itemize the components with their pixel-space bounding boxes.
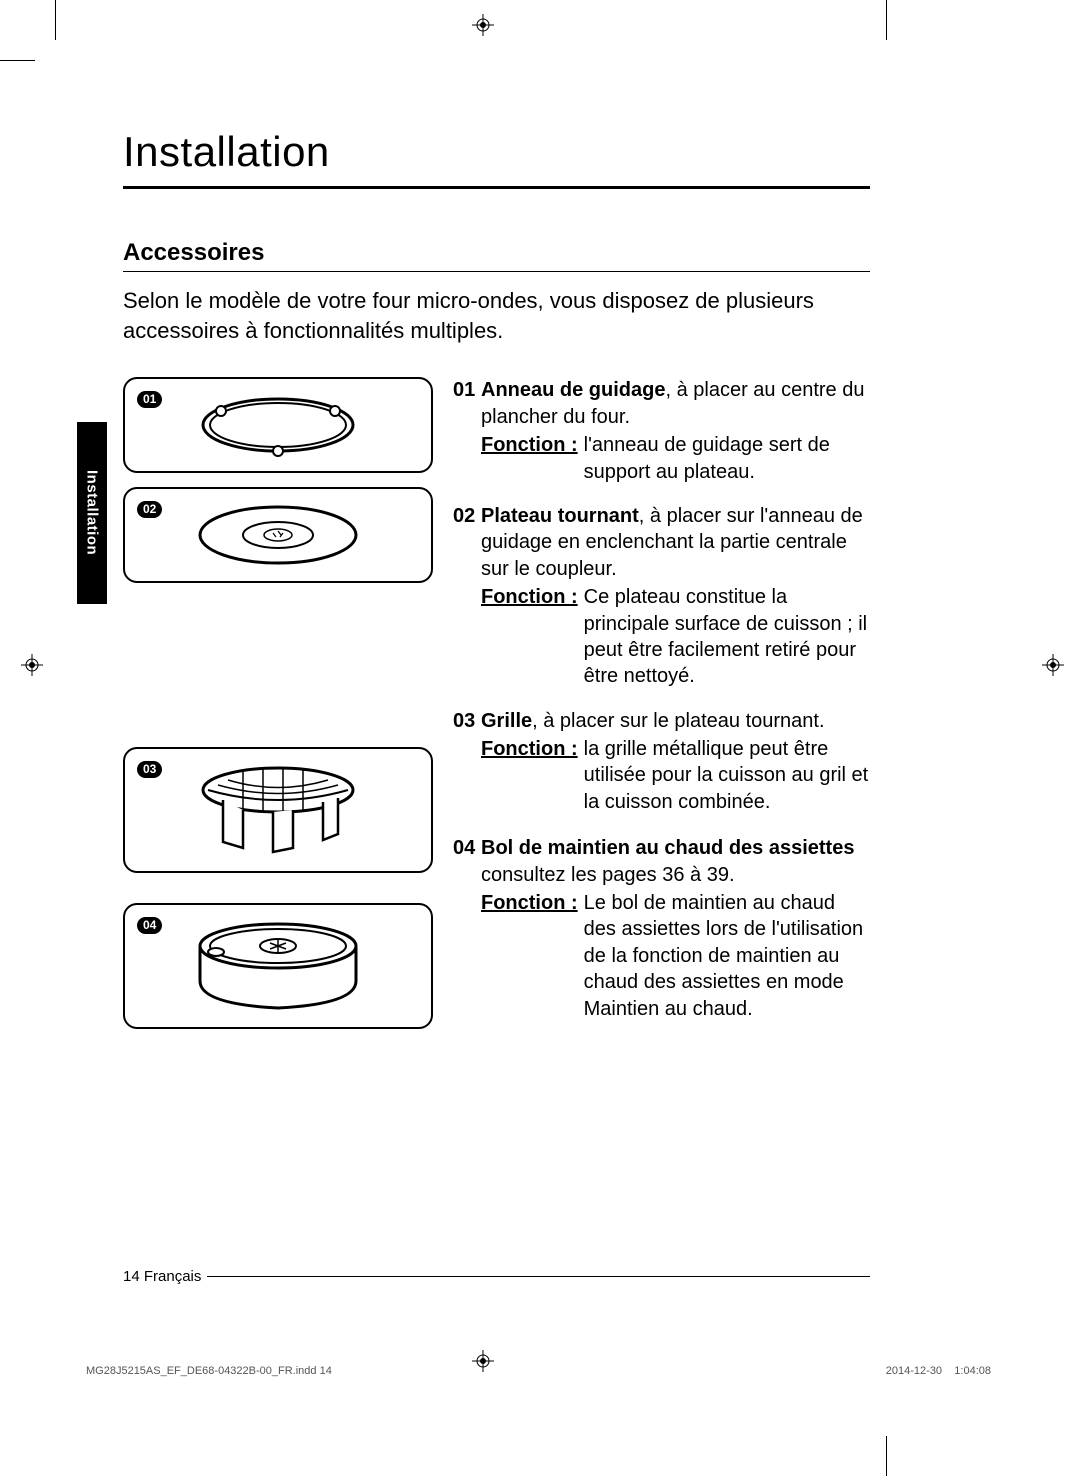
function-text: l'anneau de guidage sert de support au p…: [584, 432, 870, 485]
accessory-item: 01 Anneau de guidage, à placer au centre…: [453, 377, 870, 485]
imprint-time: 1:04:08: [954, 1365, 991, 1377]
function-label: Fonction :: [481, 890, 578, 1022]
registration-mark-icon: [472, 14, 494, 36]
figure-grill-rack: 03: [123, 747, 433, 873]
page-title: Installation: [123, 128, 870, 176]
item-number: 03: [453, 708, 481, 816]
crop-mark: [886, 0, 887, 40]
registration-mark-icon: [21, 654, 43, 676]
function-label: Fonction :: [481, 736, 578, 815]
accessory-item: 03 Grille, à placer sur le plateau tourn…: [453, 708, 870, 816]
warming-bowl-icon: [188, 916, 368, 1016]
chapter-tab: Installation: [77, 422, 107, 604]
item-title: Anneau de guidage: [481, 379, 665, 401]
figure-badge: 02: [137, 501, 162, 518]
item-number: 04: [453, 835, 481, 1022]
section-heading: Accessoires: [123, 239, 870, 267]
title-rule: [123, 186, 870, 189]
function-label: Fonction :: [481, 584, 578, 690]
item-title: Plateau tournant: [481, 505, 639, 527]
accessory-item: 02 Plateau tournant, à placer sur l'anne…: [453, 503, 870, 690]
item-number: 02: [453, 503, 481, 690]
footer-rule: [207, 1276, 870, 1277]
item-number: 01: [453, 377, 481, 485]
imprint-date: 2014-12-30: [886, 1365, 942, 1377]
section-rule: [123, 271, 870, 272]
page-content: Installation Accessoires Selon le modèle…: [123, 128, 870, 1043]
registration-mark-icon: [1042, 654, 1064, 676]
figure-warming-bowl: 04: [123, 903, 433, 1029]
function-text: Le bol de maintien au chaud des assiette…: [584, 890, 870, 1022]
crop-mark: [55, 0, 56, 40]
function-text: la grille métallique peut être utilisée …: [584, 736, 870, 815]
item-title: Bol de maintien au chaud des assiettes: [481, 837, 854, 859]
item-title-rest: , à placer sur le plateau tournant.: [532, 710, 824, 732]
imprint-line: MG28J5215AS_EF_DE68-04322B-00_FR.indd 14…: [86, 1365, 991, 1377]
grill-rack-icon: [188, 759, 368, 861]
page-footer: 14 Français: [123, 1268, 870, 1285]
figures-column: 01 02 03: [123, 377, 433, 1043]
item-title-rest: consultez les pages 36 à 39.: [481, 864, 735, 886]
item-title: Grille: [481, 710, 532, 732]
descriptions-column: 01 Anneau de guidage, à placer au centre…: [453, 377, 870, 1043]
intro-text: Selon le modèle de votre four micro-onde…: [123, 286, 870, 345]
figure-roller-ring: 01: [123, 377, 433, 473]
accessory-item: 04 Bol de maintien au chaud des assiette…: [453, 835, 870, 1022]
crop-mark: [0, 60, 35, 61]
roller-ring-icon: [193, 391, 363, 459]
turntable-icon: [193, 500, 363, 570]
function-text: Ce plateau constitue la principale surfa…: [584, 584, 870, 690]
function-label: Fonction :: [481, 432, 578, 485]
figure-turntable: 02: [123, 487, 433, 583]
crop-mark: [886, 1436, 887, 1476]
imprint-file: MG28J5215AS_EF_DE68-04322B-00_FR.indd 14: [86, 1365, 332, 1377]
figure-badge: 01: [137, 391, 162, 408]
figure-badge: 03: [137, 761, 162, 778]
figure-badge: 04: [137, 917, 162, 934]
page-number: 14: [123, 1268, 140, 1285]
footer-language: Français: [144, 1268, 202, 1285]
